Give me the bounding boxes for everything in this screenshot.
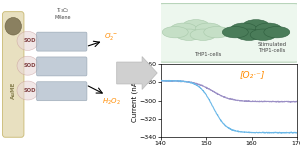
Circle shape <box>183 20 209 31</box>
Circle shape <box>264 26 290 38</box>
FancyBboxPatch shape <box>37 32 87 51</box>
Text: Stimulated
THP1-cells: Stimulated THP1-cells <box>258 42 287 53</box>
Circle shape <box>236 29 262 40</box>
Text: THP1-cells: THP1-cells <box>195 53 222 58</box>
Circle shape <box>162 26 188 38</box>
Text: SOD: SOD <box>23 88 36 93</box>
Text: $O_2^{·-}$: $O_2^{·-}$ <box>104 31 118 42</box>
Circle shape <box>190 29 216 40</box>
Circle shape <box>250 29 276 40</box>
FancyBboxPatch shape <box>158 4 300 62</box>
FancyBboxPatch shape <box>37 82 87 101</box>
Text: [O₂·⁻]: [O₂·⁻] <box>240 70 265 79</box>
Ellipse shape <box>17 81 38 100</box>
Circle shape <box>176 29 202 40</box>
Circle shape <box>222 26 248 38</box>
Circle shape <box>243 20 269 31</box>
Text: $H_2O_2$: $H_2O_2$ <box>101 97 120 107</box>
FancyArrow shape <box>117 57 157 89</box>
FancyBboxPatch shape <box>37 57 87 76</box>
Text: AuME: AuME <box>11 82 16 99</box>
Circle shape <box>231 23 257 34</box>
Circle shape <box>171 23 196 34</box>
Ellipse shape <box>5 18 21 35</box>
Text: SOD: SOD <box>23 38 36 43</box>
Ellipse shape <box>17 31 38 50</box>
Circle shape <box>204 26 230 38</box>
Text: SOD: SOD <box>23 63 36 68</box>
Text: $T_i$$_3$$C_2$
MXene: $T_i$$_3$$C_2$ MXene <box>55 6 71 20</box>
Circle shape <box>195 23 221 34</box>
Circle shape <box>255 23 281 34</box>
Ellipse shape <box>17 56 38 75</box>
Y-axis label: Current (nA): Current (nA) <box>131 79 138 122</box>
FancyBboxPatch shape <box>2 12 24 137</box>
